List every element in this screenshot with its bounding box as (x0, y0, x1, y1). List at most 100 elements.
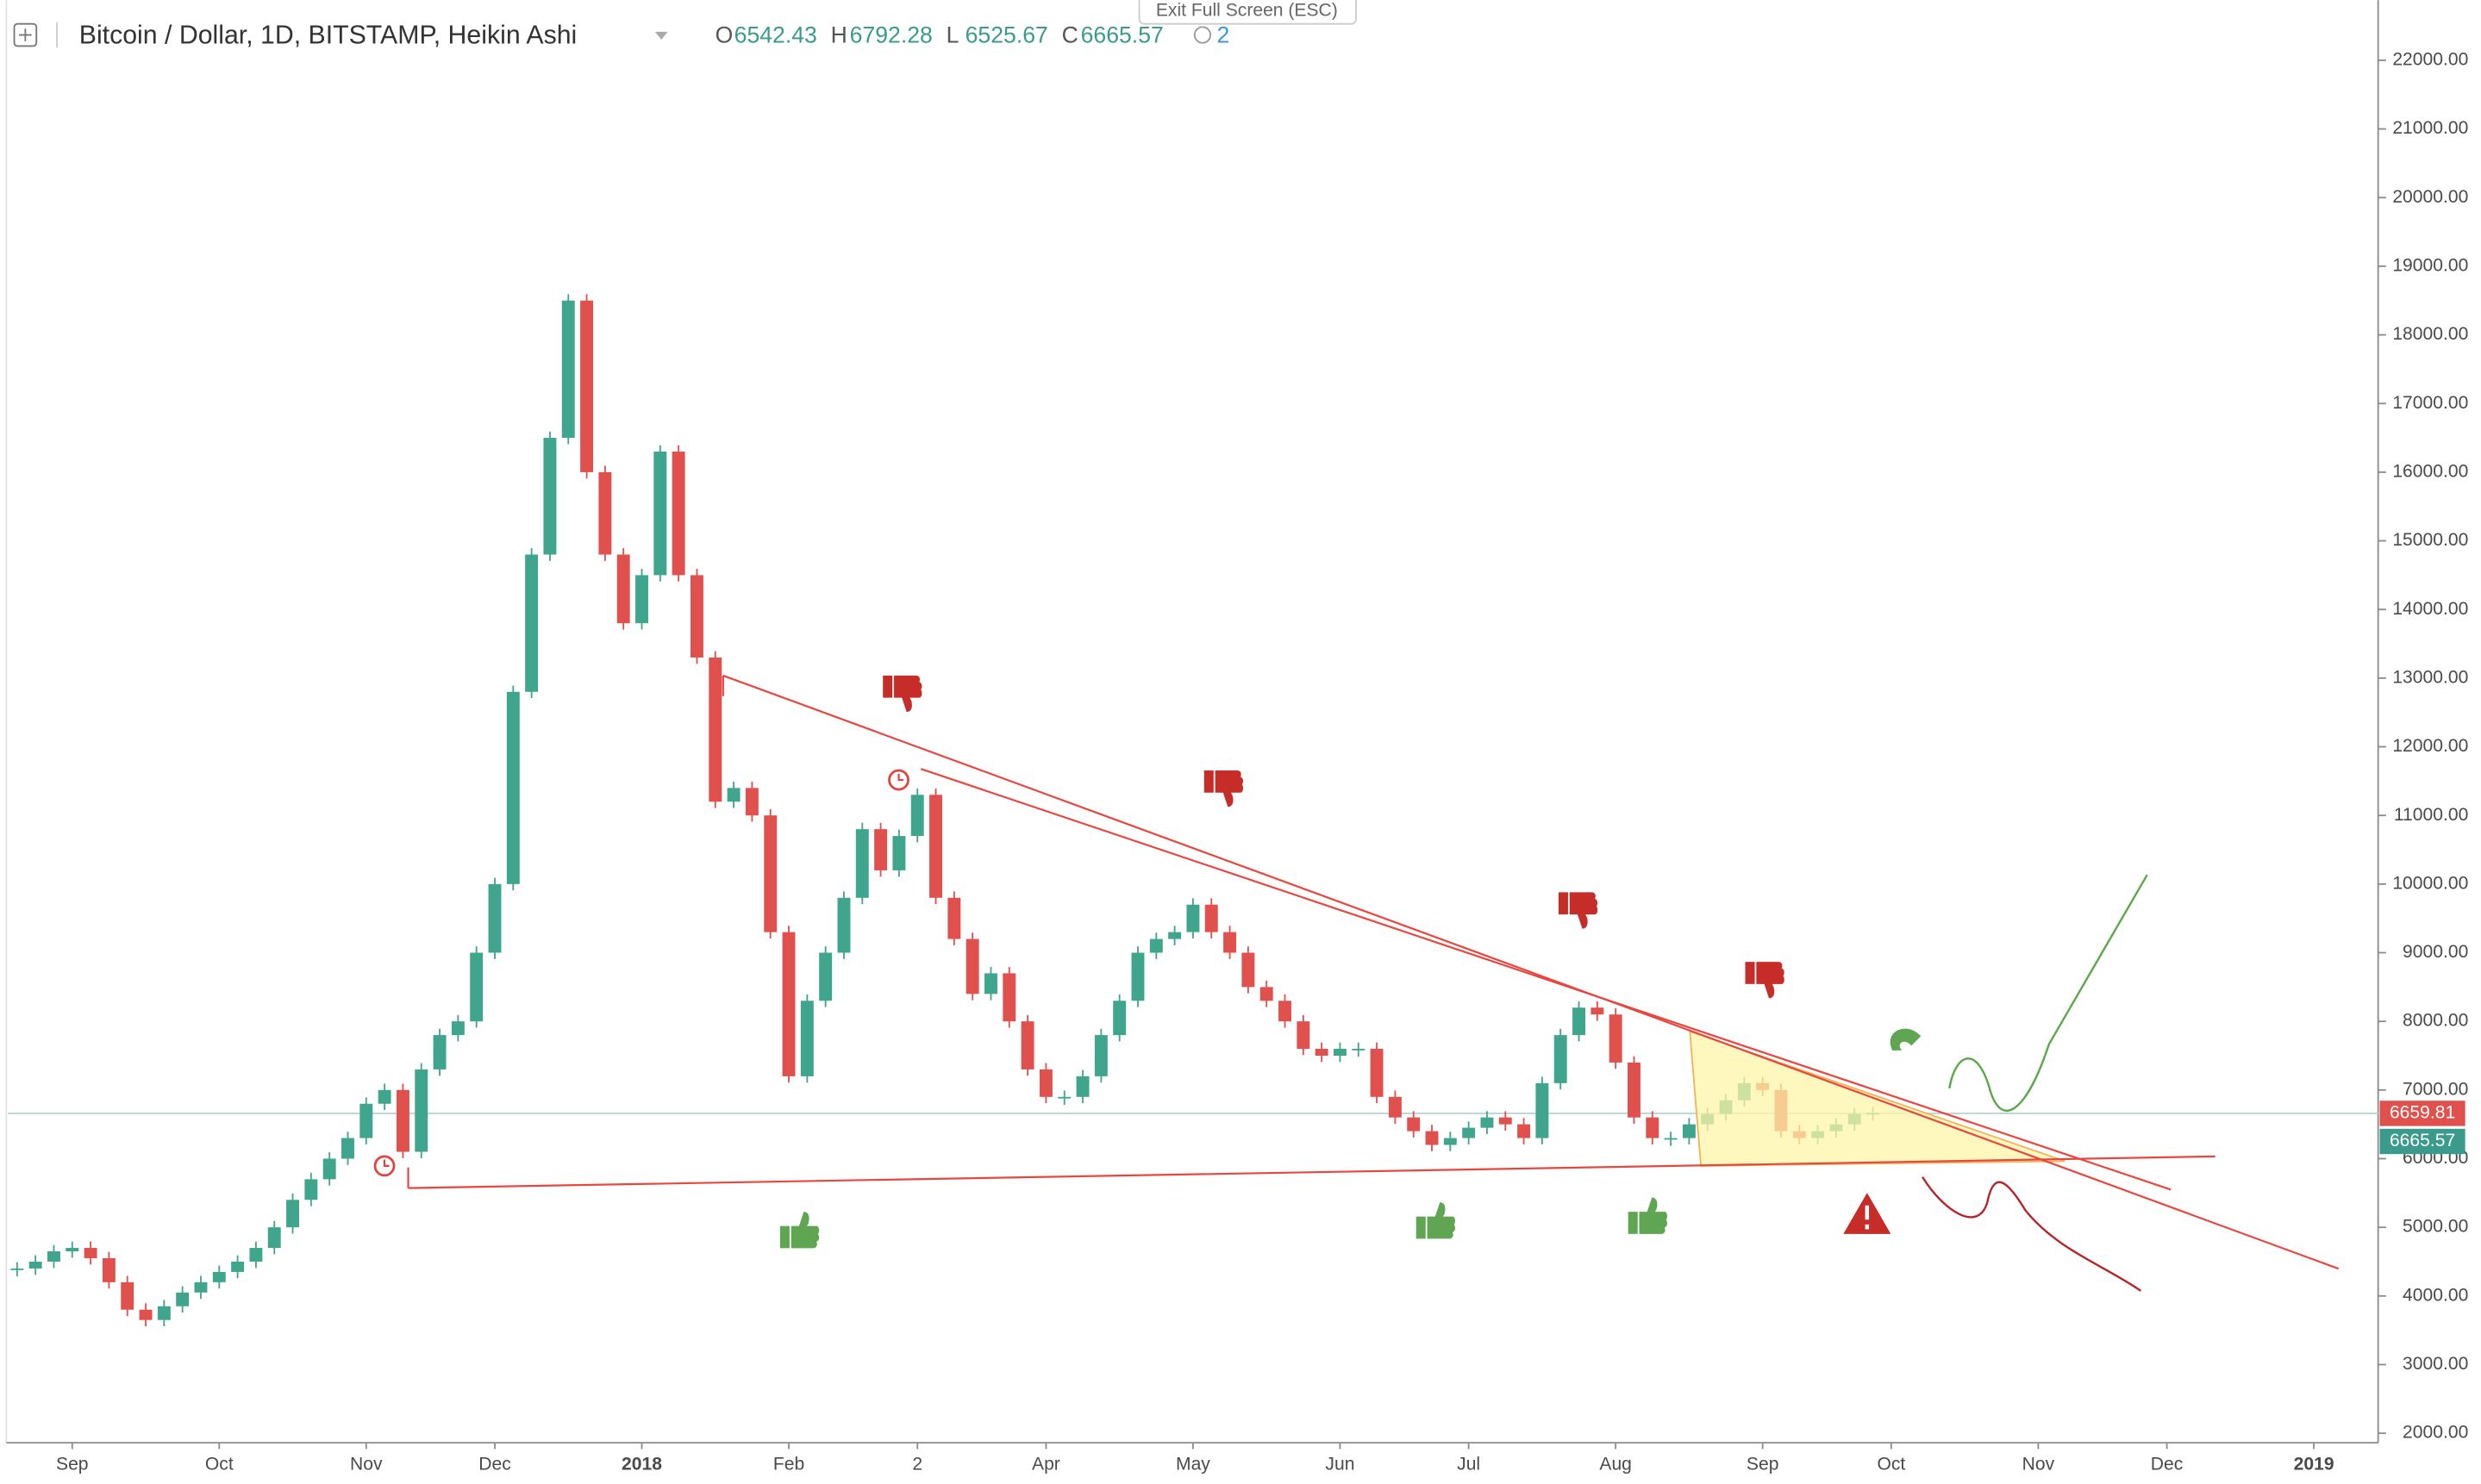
candle (1333, 1049, 1347, 1056)
bull-scenario (1948, 874, 2148, 1112)
candle (800, 1001, 814, 1076)
thumbs-up-icon (1415, 1202, 1455, 1239)
thumb-hand (1639, 1197, 1667, 1234)
candle (1021, 1021, 1034, 1069)
thumbs-down-icon (883, 675, 922, 713)
clock-hands (383, 1159, 390, 1168)
candle (1352, 1049, 1365, 1051)
y-tick-label: 8000.00 (2403, 1011, 2468, 1031)
candle (1149, 938, 1163, 953)
candle (1664, 1138, 1678, 1140)
y-tick-label: 18000.00 (2392, 324, 2468, 344)
candle (139, 1309, 153, 1320)
thumb-cuff (883, 675, 893, 698)
candle (580, 300, 594, 472)
thumb-cuff (1745, 962, 1755, 984)
y-tick-label: 14000.00 (2392, 599, 2468, 619)
candle (947, 897, 961, 939)
candle (984, 973, 997, 995)
candle (66, 1248, 79, 1252)
candle (1131, 952, 1145, 1001)
candle (433, 1035, 447, 1069)
price-label-box (2379, 1101, 2465, 1126)
candle (1609, 1014, 1622, 1063)
y-tick-label: 22000.00 (2392, 50, 2468, 70)
candle (598, 471, 612, 555)
trendline (722, 674, 2340, 1270)
candle (966, 938, 979, 995)
candle (396, 1089, 409, 1152)
exit-fullscreen[interactable]: Exit Full Screen (ESC) (1138, 0, 1357, 25)
candle (709, 657, 722, 802)
thumbs-down-icon (1203, 770, 1244, 807)
x-tick-label: Jul (1457, 1454, 1480, 1474)
candle (10, 1268, 24, 1270)
candle (322, 1158, 336, 1180)
header: Bitcoin / Dollar, 1D, BITSTAMP, Heikin A… (13, 21, 1230, 49)
candle (121, 1281, 134, 1310)
x-tick-label: Aug (1599, 1454, 1632, 1474)
candle (249, 1248, 263, 1262)
ohlc-label: C (1062, 22, 1078, 47)
alert-count: 2 (1216, 22, 1229, 47)
candle (84, 1248, 97, 1258)
candle (616, 554, 630, 624)
candle (1094, 1035, 1108, 1076)
candle (561, 300, 575, 439)
thumb-hand (1215, 770, 1244, 807)
candle (764, 815, 778, 932)
x-tick-label: 2 (912, 1454, 922, 1474)
candle (690, 575, 703, 658)
x-tick-label: Nov (350, 1454, 383, 1474)
y-tick-label: 9000.00 (2403, 942, 2468, 962)
candle (1223, 932, 1237, 953)
candle (672, 452, 685, 576)
ohlc: O 6542.43 H 6792.28 L 6525.67 C 6665.57 2 (716, 22, 1230, 47)
x-tick-label: Oct (205, 1454, 234, 1474)
thumb-cuff (1558, 892, 1568, 915)
candle (1572, 1007, 1585, 1036)
candle (1278, 1001, 1291, 1022)
expand-icon[interactable] (13, 22, 38, 47)
candle (267, 1227, 281, 1249)
x-tick-label: Dec (2151, 1454, 2184, 1474)
x-tick-label: Jun (1325, 1454, 1354, 1474)
y-tick-label: 19000.00 (2392, 256, 2468, 276)
thumbs-up-icon (779, 1212, 820, 1249)
ohlc-value: 6542.43 (734, 22, 817, 47)
dropdown-arrow[interactable] (654, 31, 668, 41)
candle (1628, 1062, 1640, 1118)
ohlc-label: H (831, 22, 847, 47)
candle (231, 1261, 245, 1272)
exit-button[interactable] (1138, 0, 1357, 25)
y-tick-label: 10000.00 (2392, 873, 2468, 893)
candle (176, 1292, 190, 1306)
candle (543, 438, 557, 555)
candle (1646, 1117, 1659, 1138)
candle (194, 1281, 208, 1293)
y-tick-label: 5000.00 (2403, 1217, 2468, 1237)
thumb-hand (1569, 892, 1598, 929)
candle (1113, 1001, 1127, 1036)
expand-icon-plus (19, 28, 32, 41)
bear-scenario (1922, 1176, 2142, 1292)
candle (47, 1251, 60, 1262)
candle (28, 1261, 42, 1269)
exit-button-label[interactable]: Exit Full Screen (ESC) (1156, 1, 1338, 21)
candle (359, 1103, 373, 1138)
x-tick-label: 2019 (2294, 1454, 2334, 1474)
y-tick-label: 3000.00 (2403, 1354, 2468, 1374)
candle (653, 452, 667, 576)
candle (341, 1138, 354, 1159)
candle (837, 897, 851, 953)
x-tick-label: Feb (773, 1454, 804, 1474)
candle (874, 829, 888, 870)
y-tick-label: 11000.00 (2394, 805, 2468, 825)
price-label: 6659.81 (2390, 1103, 2455, 1123)
candle (1682, 1124, 1696, 1138)
candle (635, 575, 648, 624)
candle (451, 1021, 465, 1036)
candle (102, 1257, 116, 1282)
candle (1076, 1076, 1090, 1097)
